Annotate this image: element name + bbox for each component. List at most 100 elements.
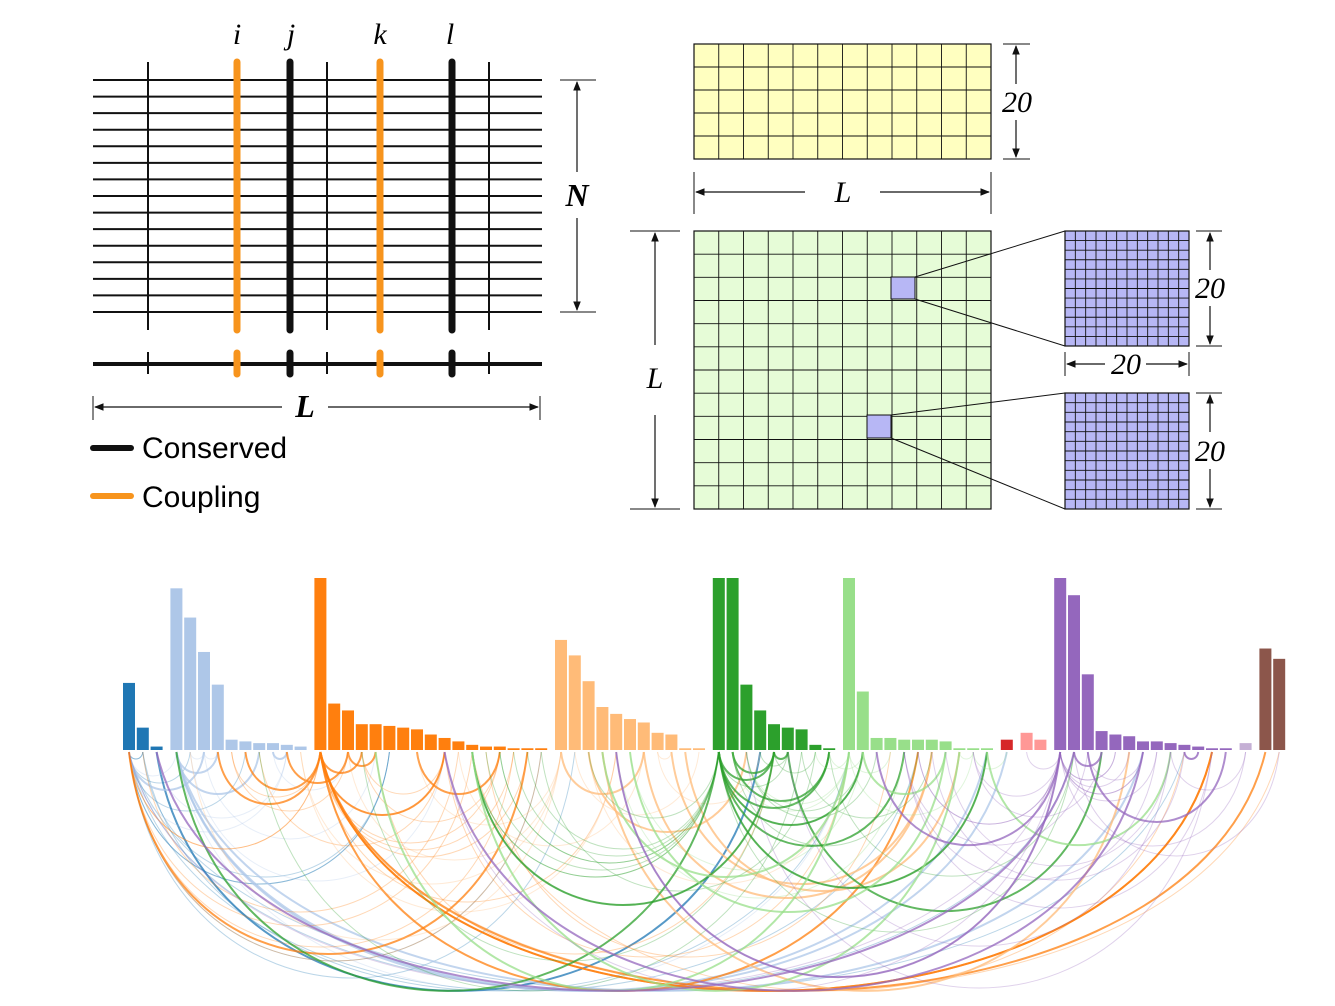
block-top-height-label: 20 [1195,272,1225,305]
conservation-bar [781,727,794,750]
coupling-arc [861,751,947,795]
coupling-arc [285,751,349,785]
conservation-bar [397,727,410,750]
coupling-arc [128,751,205,791]
coupling-arc [828,751,1075,877]
conservation-bar [438,737,451,750]
coupling-arc [347,751,377,767]
coupling-arc [587,751,748,833]
conservation-bar [342,710,354,750]
coupling-arc [903,751,1158,881]
coupling-arc [361,751,446,795]
coupling-arc [128,751,529,955]
conservation-bar [596,707,609,750]
conservation-bar [795,729,808,750]
coupling-arc [848,751,974,816]
conservation-bar [211,684,224,750]
coupling-arc [485,751,891,958]
coupling-arc [272,751,288,760]
msa-highlight-columns [233,58,456,334]
conservation-bar [856,691,869,750]
coupling-arc [917,751,1061,825]
conservation-bar [535,748,548,750]
coupling-arc [745,751,1213,989]
conservation-bar [953,748,966,750]
conservation-bar [1206,748,1218,750]
coupling-arc [526,751,720,850]
coupling-arc [986,751,1172,846]
coupling-arc [903,751,1089,846]
conservation-bar [651,732,664,750]
coupling-arc [1059,751,1247,847]
position-label-l: l [446,18,454,51]
legend-conserved-label: Conserved [142,432,287,465]
field-height-label: 20 [1002,86,1032,119]
field-width-label: L [834,176,852,209]
rows-dimension-label: N [564,177,590,213]
coupling-arc [1026,751,1061,770]
coupling-arc [717,751,906,847]
coupling-arc [142,751,390,878]
coupling-arc [444,751,850,958]
field-matrix-grid [693,43,992,160]
conservation-bar [870,737,883,750]
conservation-bar [568,655,581,750]
conservation-bar [136,727,149,750]
coupling-arc [361,751,775,962]
coupling-arc [485,751,720,871]
conservation-bar [280,744,293,750]
msa-column-ticks [147,62,490,330]
conservation-bar [1000,739,1013,750]
coupling-arc [615,751,1062,979]
coupling-block-top-grid [1064,230,1190,347]
conservation-bars [123,578,1286,750]
conservation-bar [582,681,595,750]
conservation-bar [1219,748,1232,750]
conservation-bar [493,746,506,750]
conservation-bar [637,722,650,750]
coupling-arc [875,751,1062,846]
coupling-arc [903,751,1213,909]
conservation-bar [665,734,678,750]
coupling-arc-chart [123,578,1286,992]
columns-dimension-label: L [294,388,315,424]
coupling-arc [1059,751,1116,781]
conservation-bar [809,744,822,750]
coupling-arc [601,751,850,879]
conservation-bar [170,588,183,750]
coupling-arc [128,751,576,979]
conservation-bar [1034,739,1047,750]
conservation-bar [1054,578,1067,750]
conservation-bar [1164,743,1177,750]
coupling-arc [128,751,919,992]
coupling-arc [471,751,961,992]
conservation-bar [1068,595,1080,750]
conservation-bar [521,748,534,750]
conservation-bar [1137,741,1149,750]
coupling-arc [917,751,1061,825]
zoom-line-top-1 [914,230,1066,278]
conservation-bar [610,713,623,750]
conservation-bar [967,748,980,750]
conservation-bar [328,703,341,750]
conservation-bar [411,729,423,750]
legend-coupling-label: Coupling [142,481,260,514]
conservation-bar [150,746,163,750]
conservation-bar [925,739,938,750]
coupling-arc [203,751,377,840]
coupling-arc [1059,751,1144,795]
conservation-bar [225,739,238,750]
coupling-arc [972,751,1061,797]
conservation-bar [898,739,911,750]
highlighted-coupling-cell-bottom [866,414,892,439]
conservation-bar [452,741,465,750]
coupling-arc [540,751,816,892]
conservation-bar [624,719,636,750]
conservation-bar [726,578,739,750]
coupling-arc [1059,751,1144,795]
coupling-arc [801,751,933,819]
conservation-bar [679,748,692,750]
coupling-arc [128,751,177,777]
coupling-arc [471,751,1185,992]
conservation-bar [823,748,836,750]
